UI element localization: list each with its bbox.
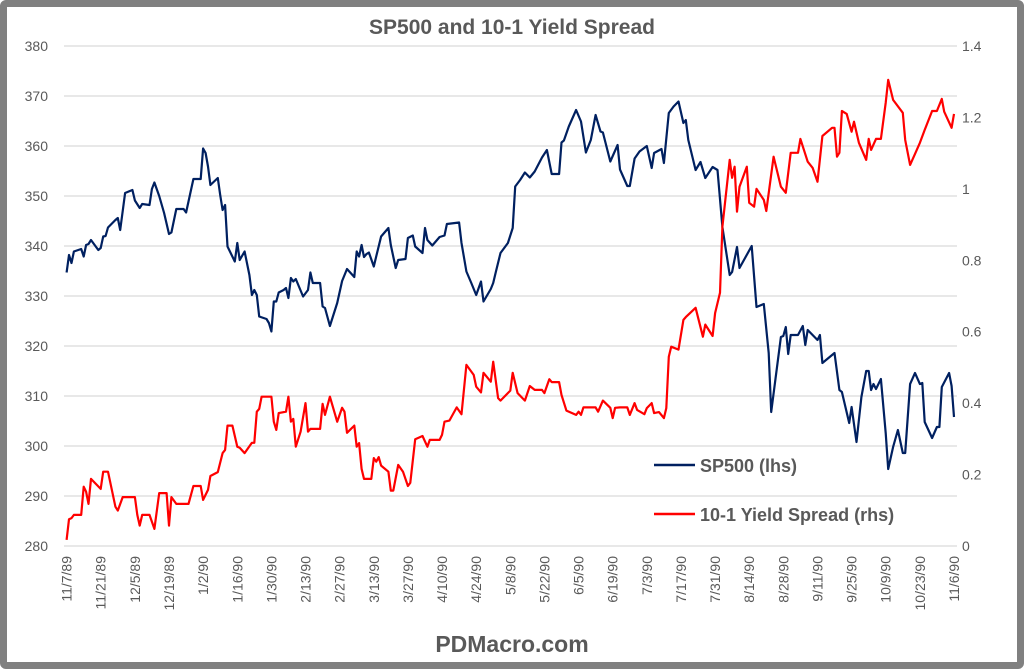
gridlines — [64, 45, 957, 547]
right-tick-label: 1.2 — [962, 109, 982, 125]
x-tick-label: 11/21/89 — [93, 556, 109, 610]
left-tick-label: 320 — [25, 338, 49, 354]
right-tick-label: 0.8 — [962, 252, 982, 268]
x-tick-label: 8/28/90 — [775, 556, 791, 603]
x-tick-label: 12/19/89 — [161, 556, 177, 611]
sp500-line — [65, 100, 956, 471]
x-axis-ticks: 11/7/89 11/21/89 12/5/89 12/19/89 1/2/90 1/16… — [59, 556, 962, 611]
x-tick-label: 3/27/90 — [400, 556, 416, 603]
left-tick-label: 360 — [25, 138, 49, 154]
right-tick-label: 1 — [962, 181, 970, 197]
legend: SP500 (lhs) 10-1 Yield Spread (rhs) — [654, 456, 894, 525]
x-tick-label: 1/2/90 — [195, 556, 211, 595]
legend-label-yield-spread: 10-1 Yield Spread (rhs) — [700, 505, 894, 525]
x-tick-label: 5/8/90 — [502, 556, 518, 595]
series-lines — [65, 78, 956, 541]
left-tick-label: 370 — [25, 88, 49, 104]
left-tick-label: 280 — [25, 538, 49, 554]
x-tick-label: 5/22/90 — [536, 556, 552, 603]
right-tick-label: 0.2 — [962, 467, 982, 483]
yield-spread-line — [65, 78, 956, 541]
left-tick-label: 340 — [25, 238, 49, 254]
chart-title: SP500 and 10-1 Yield Spread — [369, 16, 655, 39]
left-tick-label: 330 — [25, 288, 49, 304]
left-tick-label: 290 — [25, 488, 49, 504]
legend-label-sp500: SP500 (lhs) — [700, 456, 797, 476]
left-tick-label: 350 — [25, 188, 49, 204]
x-tick-label: 6/19/90 — [605, 556, 621, 603]
x-tick-label: 10/23/90 — [912, 556, 928, 611]
left-tick-label: 310 — [25, 388, 49, 404]
x-tick-label: 10/9/90 — [878, 556, 894, 603]
right-tick-label: 0.4 — [962, 395, 982, 411]
x-tick-label: 2/13/90 — [298, 556, 314, 603]
x-tick-label: 7/31/90 — [707, 556, 723, 603]
right-tick-label: 0.6 — [962, 324, 982, 340]
x-tick-label: 7/3/90 — [639, 556, 655, 595]
x-tick-label: 4/24/90 — [468, 556, 484, 603]
left-tick-label: 380 — [25, 38, 49, 54]
x-tick-label: 8/14/90 — [741, 556, 757, 603]
x-tick-label: 11/6/90 — [946, 556, 962, 602]
left-axis-ticks: 280 290 300 310 320 330 340 350 360 370 380 — [25, 38, 49, 554]
right-tick-label: 0 — [962, 538, 970, 554]
x-tick-label: 9/25/90 — [844, 556, 860, 603]
x-tick-label: 6/5/90 — [571, 556, 587, 595]
x-tick-label: 3/13/90 — [366, 556, 382, 603]
right-axis-ticks: 0 0.2 0.4 0.6 0.8 1 1.2 1.4 — [962, 38, 982, 554]
x-tick-label: 2/27/90 — [332, 556, 348, 603]
source-label: PDMacro.com — [435, 631, 588, 657]
right-tick-label: 1.4 — [962, 38, 982, 54]
x-tick-label: 12/5/89 — [127, 556, 143, 603]
x-tick-label: 11/7/89 — [59, 556, 75, 602]
x-tick-label: 1/16/90 — [229, 556, 245, 603]
x-tick-label: 4/10/90 — [434, 556, 450, 603]
left-tick-label: 300 — [25, 438, 49, 454]
x-tick-label: 7/17/90 — [673, 556, 689, 603]
x-tick-label: 1/30/90 — [263, 556, 279, 603]
x-tick-label: 9/11/90 — [809, 556, 825, 602]
